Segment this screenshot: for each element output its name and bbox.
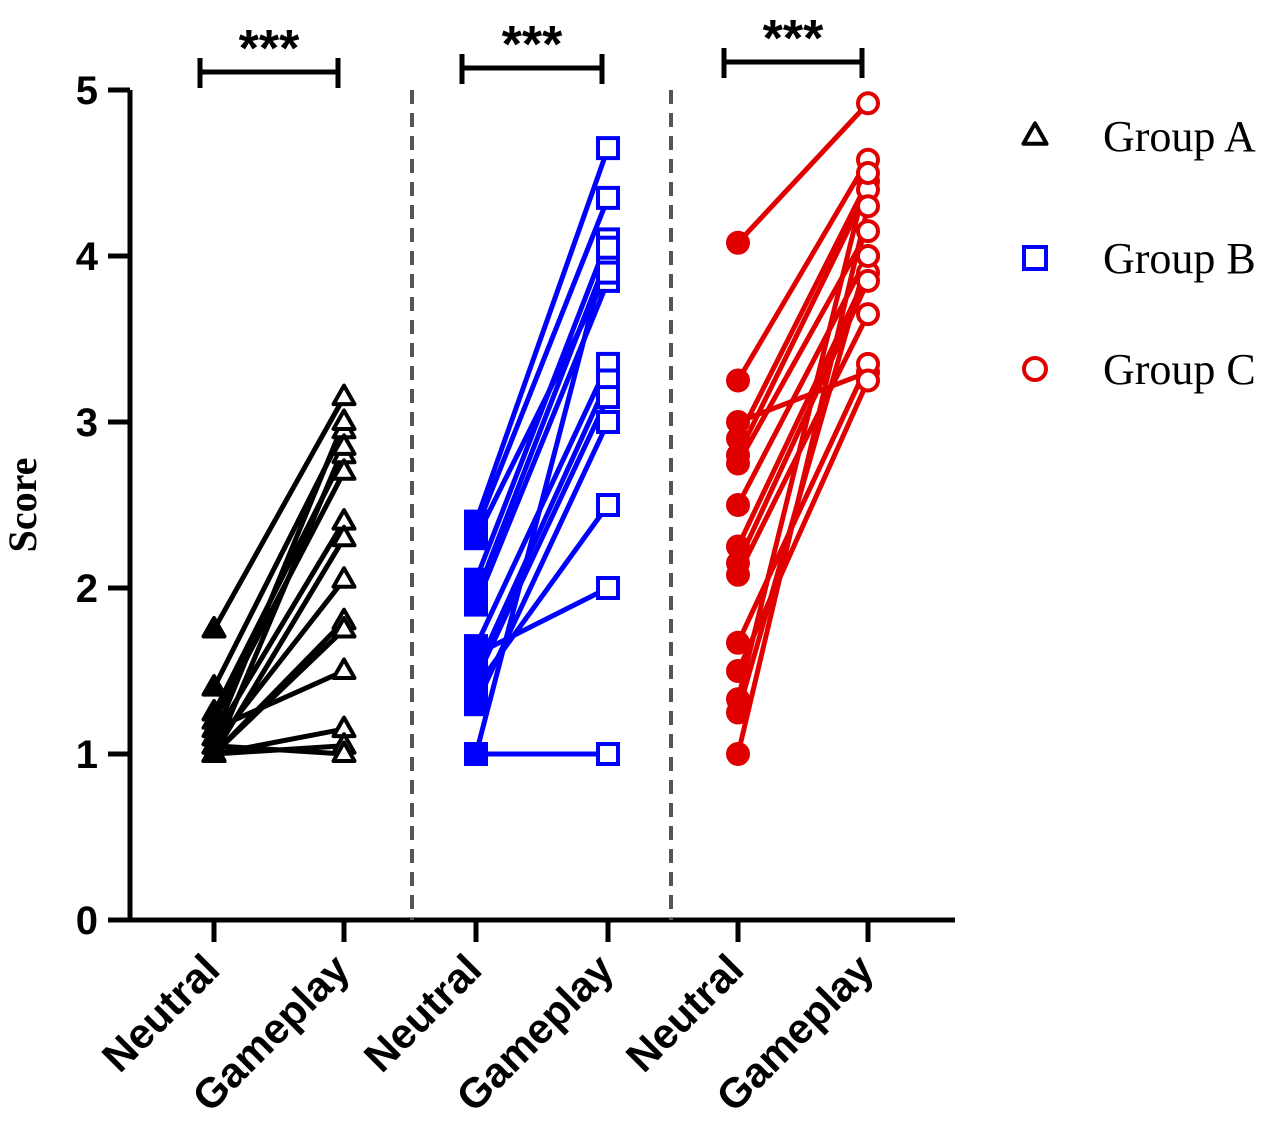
x-category-label-2: Neutral <box>355 945 491 1081</box>
neutral-point-triangle-1 <box>201 674 227 697</box>
neutral-point-circle-0 <box>726 230 750 255</box>
neutral-point-triangle-14 <box>201 740 227 763</box>
gameplay-point-square-8 <box>596 410 620 434</box>
neutral-point-circle-13 <box>726 700 750 725</box>
pair-line-triangle-13 <box>211 419 347 740</box>
neutral-point-square-12 <box>464 526 488 551</box>
gameplay-point-circle-13 <box>856 244 880 268</box>
pair-line-triangle-9 <box>211 726 347 757</box>
gameplay-point-circle-5 <box>856 219 880 244</box>
legend-marker-triangle <box>1021 121 1049 146</box>
legend: Group A Group B Group C <box>1021 112 1256 394</box>
neutral-point-square-4 <box>464 592 488 617</box>
legend-label-2: Group C <box>1103 345 1256 394</box>
gameplay-point-triangle-14 <box>331 524 357 548</box>
gameplay-point-square-1 <box>596 185 620 210</box>
y-tick-label-5: 5 <box>76 69 98 113</box>
neutral-point-circle-14 <box>726 742 750 766</box>
pair-line-circle-0 <box>735 100 871 246</box>
gameplay-point-triangle-5 <box>331 566 357 589</box>
y-axis-label: Score <box>0 458 45 553</box>
gameplay-point-square-10 <box>596 576 620 600</box>
pair-line-square-1 <box>473 195 611 533</box>
pair-line-square-10 <box>473 585 611 657</box>
gameplay-point-circle-12 <box>856 161 880 185</box>
y-tick-label-2: 2 <box>76 567 98 611</box>
neutral-point-triangle-0 <box>201 616 227 639</box>
gameplay-point-triangle-3 <box>331 458 357 481</box>
neutral-point-square-13 <box>464 742 488 766</box>
pair-lines <box>211 100 871 757</box>
gameplay-point-circle-0 <box>856 91 880 116</box>
neutral-point-circle-5 <box>726 451 750 476</box>
neutral-point-circle-6 <box>726 493 750 517</box>
pair-line-circle-11 <box>735 378 871 674</box>
pair-line-square-13 <box>473 245 611 757</box>
gameplay-point-square-7 <box>596 385 620 410</box>
neutral-point-circle-1 <box>726 368 750 393</box>
pair-line-square-9 <box>473 502 611 691</box>
gameplay-point-square-11 <box>596 742 620 766</box>
gameplay-point-triangle-13 <box>331 408 357 431</box>
pair-line-circle-4 <box>735 187 871 458</box>
legend-marker-circle <box>1022 356 1048 382</box>
y-tick-label-1: 1 <box>76 733 98 777</box>
gameplay-point-circle-14 <box>856 194 880 219</box>
pair-line-triangle-7 <box>211 627 347 757</box>
pair-line-circle-3 <box>735 178 871 442</box>
gameplay-point-triangle-12 <box>331 433 357 456</box>
gameplay-point-triangle-8 <box>331 657 357 680</box>
pair-line-square-7 <box>473 394 611 682</box>
pair-line-circle-7 <box>735 270 871 549</box>
legend-label-0: Group A <box>1103 112 1256 161</box>
sig-stars-0: *** <box>239 20 300 78</box>
gameplay-point-circle-8 <box>856 268 880 293</box>
pair-line-triangle-12 <box>211 444 347 757</box>
gameplay-point-square-13 <box>596 235 620 260</box>
neutral-point-square-10 <box>464 642 488 667</box>
gameplay-point-circle-9 <box>856 302 880 327</box>
legend-marker-square <box>1022 245 1048 271</box>
gameplay-point-circle-11 <box>856 368 880 393</box>
pair-line-triangle-11 <box>211 743 347 757</box>
pair-line-circle-1 <box>735 157 871 383</box>
y-tick-label-4: 4 <box>76 235 99 279</box>
gameplay-point-triangle-0 <box>331 383 357 407</box>
x-category-label-4: Neutral <box>617 945 753 1081</box>
neutral-point-circle-10 <box>726 630 750 655</box>
neutral-point-circle-11 <box>726 659 750 683</box>
neutral-point-square-9 <box>464 675 488 700</box>
neutral-point-circle-9 <box>726 562 750 587</box>
y-tick-label-0: 0 <box>76 899 98 943</box>
pair-line-circle-14 <box>735 203 871 757</box>
sig-stars-1: *** <box>502 16 563 74</box>
y-tick-label-3: 3 <box>76 401 98 445</box>
pair-line-triangle-0 <box>211 394 347 632</box>
pair-line-square-0 <box>473 145 611 525</box>
pair-line-triangle-14 <box>211 535 347 757</box>
gameplay-point-square-12 <box>596 260 620 285</box>
pair-line-square-6 <box>473 378 611 674</box>
pair-line-square-12 <box>473 270 611 541</box>
gameplay-point-square-0 <box>596 136 620 161</box>
gameplay-point-square-9 <box>596 493 620 517</box>
significance-brackets: *** *** *** <box>197 10 865 88</box>
x-category-label-0: Neutral <box>93 945 229 1081</box>
pair-line-circle-10 <box>735 361 871 646</box>
gameplay-point-triangle-11 <box>331 740 357 763</box>
pair-line-circle-12 <box>735 170 871 702</box>
legend-label-1: Group B <box>1103 234 1256 283</box>
sig-stars-2: *** <box>763 10 824 68</box>
gameplay-point-triangle-7 <box>331 616 357 639</box>
markers <box>201 91 880 766</box>
